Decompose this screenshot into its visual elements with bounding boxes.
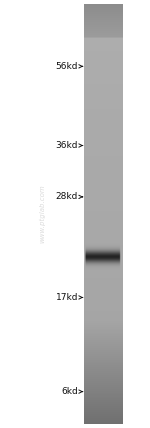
Text: 56kd: 56kd: [56, 62, 78, 71]
Text: 36kd: 36kd: [56, 141, 78, 150]
Text: 6kd: 6kd: [61, 387, 78, 396]
Text: www.ptglab.com: www.ptglab.com: [39, 184, 45, 244]
Text: 17kd: 17kd: [56, 293, 78, 302]
Text: 28kd: 28kd: [56, 192, 78, 202]
